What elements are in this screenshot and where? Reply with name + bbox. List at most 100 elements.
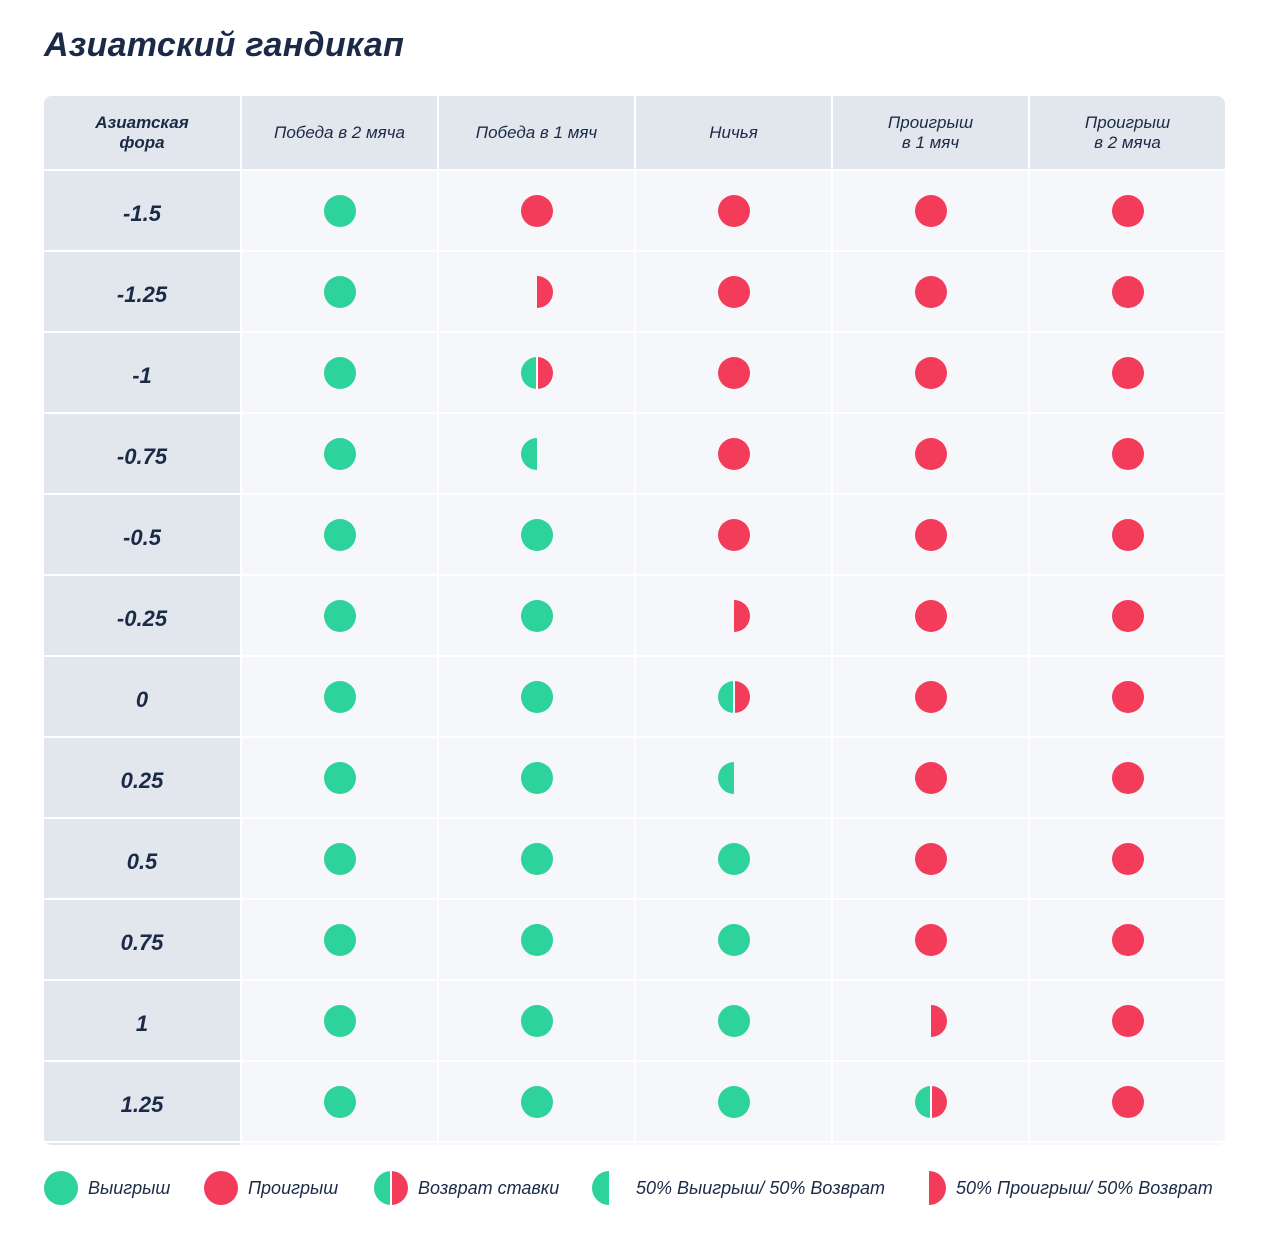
outcome-cell — [438, 737, 636, 819]
column-header-line: в 2 мяча — [1094, 132, 1161, 152]
outcome-cell — [438, 656, 636, 738]
loss-marker-icon — [204, 1171, 238, 1205]
half-loss-marker-icon — [733, 599, 750, 632]
handicap-table-container: Азиатская фора Победа в 2 мяча Победа в 1 м… — [44, 96, 1225, 1145]
loss-marker-icon — [914, 356, 947, 389]
table-row: -0.25 — [44, 575, 1225, 657]
loss-marker-icon — [914, 761, 947, 794]
outcome-cell — [635, 494, 833, 576]
legend-label: Проигрыш — [248, 1177, 339, 1198]
outcome-cell — [832, 332, 1030, 414]
half-win-marker-icon — [717, 761, 734, 794]
table-body: -1.5 -1.25 -1 -0.75 -0.5 -0.25 0 0.25 0.5 0.75 1 1.… — [44, 170, 1225, 1145]
outcome-cell — [241, 818, 439, 900]
outcome-cell — [241, 899, 439, 981]
win-marker-icon — [44, 1171, 78, 1205]
legend-label: 50% Проигрыш/ 50% Возврат — [956, 1177, 1213, 1198]
win-marker-icon — [520, 1004, 553, 1037]
outcome-cell — [1029, 656, 1225, 738]
half-win-marker-icon — [520, 437, 537, 470]
win-marker-icon — [323, 194, 356, 227]
outcome-cell — [832, 575, 1030, 657]
handicap-value: -0.25 — [44, 575, 242, 657]
win-marker-icon — [520, 1085, 553, 1118]
table-row: 1.25 — [44, 1061, 1225, 1143]
outcome-cell — [438, 332, 636, 414]
outcome-cell — [241, 980, 439, 1062]
outcome-cell — [438, 1061, 636, 1143]
win-marker-icon — [323, 923, 356, 956]
outcome-cell — [635, 251, 833, 333]
table-row: -0.75 — [44, 413, 1225, 495]
table-row: 1 — [44, 980, 1225, 1062]
loss-marker-icon — [1111, 194, 1144, 227]
table-row: -0.5 — [44, 494, 1225, 576]
column-header: Азиатская фора — [44, 96, 242, 171]
win-marker-icon — [520, 923, 553, 956]
column-header: Проигрыш в 1 мяч — [832, 96, 1030, 171]
outcome-cell — [635, 818, 833, 900]
loss-marker-icon — [1111, 761, 1144, 794]
legend-label: Возврат ставки — [418, 1177, 560, 1198]
outcome-cell — [832, 818, 1030, 900]
table-row: 0.5 — [44, 818, 1225, 900]
loss-marker-icon — [1111, 1004, 1144, 1037]
win-marker-icon — [520, 680, 553, 713]
handicap-value: 1 — [44, 980, 242, 1062]
handicap-value: -1.5 — [44, 170, 242, 252]
outcome-cell — [1029, 170, 1225, 252]
loss-marker-icon — [1111, 356, 1144, 389]
loss-marker-icon — [1111, 680, 1144, 713]
loss-marker-icon — [717, 437, 750, 470]
outcome-cell — [241, 737, 439, 819]
handicap-value: -1.25 — [44, 251, 242, 333]
outcome-cell — [635, 413, 833, 495]
refund-marker-icon — [374, 1171, 408, 1205]
outcome-cell — [1029, 737, 1225, 819]
outcome-cell — [635, 332, 833, 414]
win-marker-icon — [323, 518, 356, 551]
loss-marker-icon — [1111, 599, 1144, 632]
column-header: Победа в 1 мяч — [438, 96, 636, 171]
loss-marker-icon — [1111, 1085, 1144, 1118]
loss-marker-icon — [1111, 275, 1144, 308]
outcome-cell — [438, 818, 636, 900]
outcome-cell — [1029, 413, 1225, 495]
outcome-cell — [635, 1142, 833, 1145]
outcome-cell — [241, 656, 439, 738]
loss-marker-icon — [1111, 842, 1144, 875]
outcome-cell — [635, 980, 833, 1062]
outcome-cell — [1029, 1061, 1225, 1143]
outcome-cell — [1029, 494, 1225, 576]
win-marker-icon — [520, 599, 553, 632]
refund-marker-icon — [717, 680, 750, 713]
loss-marker-icon — [914, 842, 947, 875]
outcome-cell — [438, 575, 636, 657]
legend-item-half-win: 50% Выигрыш/ 50% Возврат — [592, 1170, 885, 1206]
legend-label: 50% Выигрыш/ 50% Возврат — [636, 1177, 885, 1198]
win-marker-icon — [323, 761, 356, 794]
handicap-table: Азиатская фора Победа в 2 мяча Победа в 1 м… — [44, 96, 1225, 1145]
outcome-cell — [832, 251, 1030, 333]
handicap-value: 0 — [44, 656, 242, 738]
table-row: 0 — [44, 656, 1225, 738]
outcome-cell — [1029, 818, 1225, 900]
refund-marker-icon — [914, 1085, 947, 1118]
column-header-line: фора — [119, 132, 165, 152]
column-header-line: Проигрыш — [887, 112, 974, 132]
loss-marker-icon — [717, 194, 750, 227]
win-marker-icon — [323, 680, 356, 713]
outcome-cell — [1029, 332, 1225, 414]
legend-item-win: Выигрыш — [44, 1170, 170, 1206]
table-row: 0.75 — [44, 899, 1225, 981]
outcome-cell — [241, 494, 439, 576]
loss-marker-icon — [914, 923, 947, 956]
win-marker-icon — [323, 599, 356, 632]
outcome-cell — [635, 656, 833, 738]
column-header-line: Ничья — [709, 122, 758, 142]
outcome-cell — [1029, 899, 1225, 981]
outcome-cell — [438, 899, 636, 981]
table-header: Азиатская фора Победа в 2 мяча Победа в 1 м… — [44, 96, 1225, 171]
win-marker-icon — [520, 761, 553, 794]
win-marker-icon — [323, 275, 356, 308]
